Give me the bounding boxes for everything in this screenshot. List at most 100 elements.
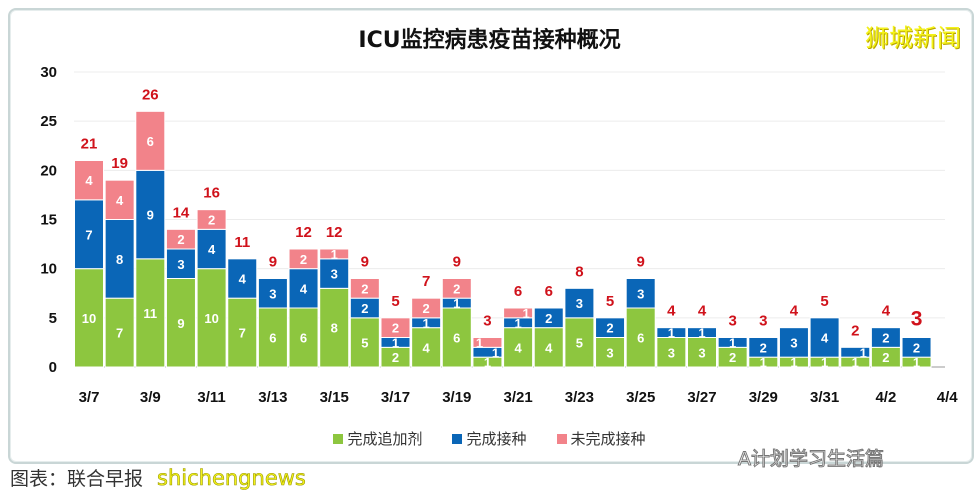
segment-value-label: 4 xyxy=(545,340,553,355)
total-value-label: 12 xyxy=(326,224,343,241)
segment-value-label: 2 xyxy=(392,321,399,336)
bar-segment xyxy=(74,160,104,201)
legend-item-unvaccinated: 未完成接种 xyxy=(556,428,646,449)
bar-segment xyxy=(687,337,717,368)
bar-segment xyxy=(503,307,534,319)
total-value-label: 2 xyxy=(851,322,859,339)
bar-segment xyxy=(135,258,166,368)
total-value-label: 5 xyxy=(606,293,614,310)
segment-value-label: 4 xyxy=(208,242,216,257)
segment-value-label: 7 xyxy=(239,326,246,341)
bar-segment xyxy=(257,278,288,309)
bar-segment xyxy=(411,297,442,319)
segment-value-label: 1 xyxy=(698,326,705,341)
bar-segment xyxy=(319,248,350,260)
segment-value-label: 3 xyxy=(269,286,276,301)
total-value-label: 11 xyxy=(234,234,250,251)
segment-value-label: 7 xyxy=(116,326,123,341)
bar-segment xyxy=(349,278,380,299)
bar-segment xyxy=(809,317,840,358)
bar-segment xyxy=(288,268,319,309)
x-tick-label: 3/19 xyxy=(442,389,471,406)
segment-value-label: 2 xyxy=(606,321,613,336)
segment-value-label: 1 xyxy=(484,355,491,370)
bar-segment xyxy=(625,278,656,309)
bar-segment xyxy=(870,327,901,348)
segment-value-label: 3 xyxy=(576,296,583,311)
wechat-watermark: A计划学习生活篇 xyxy=(738,448,885,471)
segment-value-label: 1 xyxy=(913,355,920,370)
legend-swatch xyxy=(452,433,463,444)
bar-segment xyxy=(288,248,319,270)
segment-value-label: 2 xyxy=(545,311,552,326)
total-value-label: 9 xyxy=(637,254,645,271)
chart-title: ICU监控病患疫苗接种概况 xyxy=(358,28,621,53)
segment-value-label: 1 xyxy=(729,335,736,350)
total-value-label: 3 xyxy=(759,313,767,330)
total-value-label: 3 xyxy=(728,313,736,330)
segment-value-label: 9 xyxy=(177,316,184,331)
segment-value-label: 4 xyxy=(239,272,247,287)
segment-value-label: 9 xyxy=(147,208,154,223)
segment-value-label: 1 xyxy=(453,296,460,311)
total-value-label: 9 xyxy=(361,254,369,271)
segment-value-label: 4 xyxy=(821,331,829,346)
segment-value-label: 3 xyxy=(606,345,613,360)
total-value-label: 12 xyxy=(295,224,312,241)
segment-value-label: 3 xyxy=(698,345,705,360)
source-overlay-watermark: shichengnews xyxy=(157,466,306,491)
bar-segment xyxy=(533,327,564,368)
segment-value-label: 8 xyxy=(116,252,123,267)
x-tick-label: 3/31 xyxy=(810,389,839,406)
segment-value-label: 8 xyxy=(331,321,338,336)
legend-swatch xyxy=(556,433,567,444)
total-value-label: 26 xyxy=(142,86,159,103)
segment-value-label: 2 xyxy=(177,232,184,247)
segment-value-label: 3 xyxy=(668,345,675,360)
source-line: 图表：联合早报 shichengnews xyxy=(10,464,306,491)
x-tick-label: 3/9 xyxy=(140,389,161,406)
bar-segment xyxy=(104,219,135,299)
total-value-label: 21 xyxy=(81,136,98,153)
segment-value-label: 2 xyxy=(729,350,736,365)
total-value-label: 5 xyxy=(820,293,828,310)
y-tick-label: 20 xyxy=(40,162,57,179)
segment-value-label: 3 xyxy=(331,267,338,282)
segment-value-label: 1 xyxy=(790,355,797,370)
bar-segment xyxy=(901,337,932,358)
x-tick-label: 3/25 xyxy=(626,389,655,406)
bar-segment xyxy=(564,317,595,368)
segment-value-label: 6 xyxy=(147,134,154,149)
bar-segment xyxy=(227,258,258,299)
y-tick-label: 15 xyxy=(40,212,57,229)
total-value-label: 5 xyxy=(391,293,399,310)
bar-segment xyxy=(74,268,104,368)
total-value-label: 9 xyxy=(453,254,461,271)
x-tick-label: 4/4 xyxy=(937,389,959,406)
segment-value-label: 2 xyxy=(300,252,307,267)
segment-value-label: 3 xyxy=(637,286,644,301)
x-tick-label: 3/7 xyxy=(79,389,100,406)
total-value-label: 3 xyxy=(483,313,491,330)
y-tick-label: 0 xyxy=(49,359,57,376)
bar-segment xyxy=(165,228,196,250)
bar-segment xyxy=(135,110,166,171)
segment-value-label: 1 xyxy=(522,306,529,321)
x-tick-label: 3/17 xyxy=(381,389,410,406)
bar-segment xyxy=(74,199,104,270)
bar-segment xyxy=(319,287,350,368)
bar-segment xyxy=(717,337,748,348)
segment-value-label: 1 xyxy=(423,316,430,331)
bar-segment xyxy=(196,228,227,270)
segment-value-label: 11 xyxy=(143,306,157,321)
segment-value-label: 4 xyxy=(300,281,308,296)
legend-swatch xyxy=(333,433,344,444)
bar-segment xyxy=(472,337,503,348)
legend-label: 未完成接种 xyxy=(570,430,646,448)
segment-value-label: 6 xyxy=(300,331,307,346)
segment-value-label: 2 xyxy=(760,340,767,355)
x-tick-label: 3/29 xyxy=(749,389,778,406)
bar-segment xyxy=(564,287,595,319)
bar-segment xyxy=(687,327,717,338)
segment-value-label: 4 xyxy=(116,193,124,208)
